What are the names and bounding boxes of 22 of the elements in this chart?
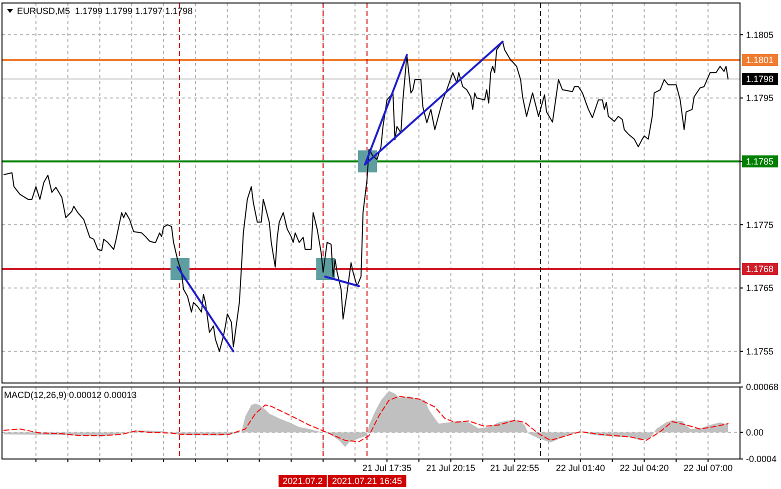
ref-line-label: 1.1785 — [746, 156, 774, 166]
x-tick-label: 21 Jul 17:35 — [362, 463, 412, 473]
y-tick-label: 0.00068 — [746, 382, 779, 392]
y-tick-label: 1.1805 — [746, 30, 774, 40]
ref-line-label: 2021.07.21 16:45 — [332, 476, 402, 486]
x-tick-label: 22 Jul 04:20 — [620, 463, 669, 473]
y-tick-label: 1.1765 — [746, 283, 774, 294]
ref-line-label: 2021.07.2 — [282, 476, 323, 486]
y-tick-label: 1.1755 — [746, 346, 774, 356]
x-tick-label: 22 Jul 01:40 — [556, 463, 605, 473]
ref-line-label: 1.1798 — [746, 74, 774, 84]
y-tick-label: 0.00 — [746, 427, 764, 438]
x-tick-label: 22 Jul 07:00 — [684, 463, 733, 473]
y-tick-label: 1.1795 — [746, 93, 774, 104]
chart-title: MACD(12,26,9) 0.00012 0.00013 — [4, 390, 137, 400]
ref-line-label: 1.1768 — [746, 264, 774, 274]
y-tick-label: 1.1775 — [746, 220, 774, 230]
x-tick-label: 21 Jul 22:55 — [490, 463, 540, 473]
x-tick-label: 21 Jul 20:15 — [426, 463, 476, 473]
y-tick-label: -0.0004 — [746, 454, 777, 464]
chart-title: EURUSD,M5 1.1799 1.1799 1.1797 1.1798 — [17, 6, 193, 16]
ref-line-label: 1.1801 — [746, 55, 774, 66]
